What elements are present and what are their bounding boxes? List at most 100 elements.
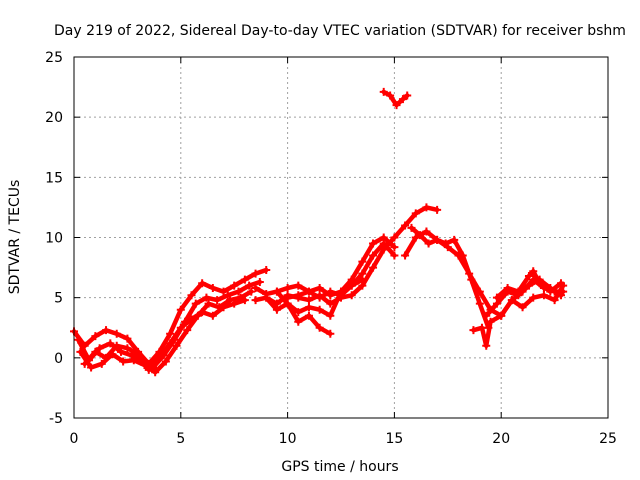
data-point xyxy=(119,357,128,366)
data-point xyxy=(80,359,89,368)
y-tick-label: 0 xyxy=(54,351,63,367)
data-point xyxy=(102,326,111,335)
data-point xyxy=(283,284,292,293)
x-tick-label: 20 xyxy=(492,431,510,447)
series-track-d xyxy=(82,297,248,373)
data-point xyxy=(245,281,254,290)
data-point xyxy=(272,287,281,296)
data-point xyxy=(379,87,388,96)
data-point xyxy=(176,323,185,332)
data-point xyxy=(172,341,181,350)
data-point xyxy=(112,341,121,350)
data-point xyxy=(230,299,239,308)
data-point xyxy=(251,296,260,305)
data-point xyxy=(116,347,125,356)
data-point xyxy=(91,332,100,341)
data-point xyxy=(219,303,228,312)
data-point xyxy=(411,209,420,218)
data-point xyxy=(492,293,501,302)
data-point xyxy=(535,279,544,288)
data-point xyxy=(497,311,506,320)
data-point xyxy=(524,272,533,281)
data-point xyxy=(176,305,185,314)
data-point xyxy=(469,326,478,335)
data-point xyxy=(219,287,228,296)
data-point xyxy=(411,233,420,242)
data-point xyxy=(91,347,100,356)
data-point xyxy=(347,291,356,300)
data-point xyxy=(550,296,559,305)
data-point xyxy=(102,353,111,362)
data-point xyxy=(304,311,313,320)
data-point xyxy=(304,303,313,312)
y-tick-label: -5 xyxy=(49,411,63,427)
data-point xyxy=(390,233,399,242)
x-axis-label: GPS time / hours xyxy=(281,459,398,475)
data-point xyxy=(486,317,495,326)
data-point xyxy=(539,291,548,300)
data-point xyxy=(97,359,106,368)
data-point xyxy=(529,267,538,276)
data-point xyxy=(390,243,399,252)
data-point xyxy=(529,293,538,302)
data-point xyxy=(557,291,566,300)
data-point xyxy=(407,223,416,232)
data-point xyxy=(465,269,474,278)
data-point xyxy=(401,221,410,230)
data-layer xyxy=(70,87,568,377)
data-point xyxy=(198,308,207,317)
data-point xyxy=(503,284,512,293)
data-point xyxy=(403,91,412,100)
data-point xyxy=(204,299,213,308)
data-point xyxy=(223,291,232,300)
data-point xyxy=(272,305,281,314)
data-point xyxy=(187,291,196,300)
data-point xyxy=(230,281,239,290)
data-point xyxy=(198,279,207,288)
axes: 0 5 10 15 20 25 -5 0 5 10 15 20 25 xyxy=(45,50,617,447)
data-point xyxy=(369,239,378,248)
data-point xyxy=(524,281,533,290)
data-point xyxy=(326,311,335,320)
data-point xyxy=(304,287,313,296)
y-tick-label: 20 xyxy=(45,110,63,126)
data-point xyxy=(507,296,516,305)
data-point xyxy=(251,284,260,293)
data-point xyxy=(95,344,104,353)
data-point xyxy=(294,281,303,290)
data-point xyxy=(208,284,217,293)
data-point xyxy=(477,323,486,332)
data-point xyxy=(392,101,401,110)
data-point xyxy=(443,243,452,252)
y-tick-label: 10 xyxy=(45,231,63,247)
data-point xyxy=(129,356,138,365)
data-point xyxy=(358,257,367,266)
data-point xyxy=(213,296,222,305)
data-point xyxy=(326,299,335,308)
data-point xyxy=(433,235,442,244)
data-point xyxy=(294,308,303,317)
x-tick-label: 25 xyxy=(599,431,617,447)
data-point xyxy=(514,287,523,296)
data-point xyxy=(166,329,175,338)
data-point xyxy=(379,239,388,248)
data-point xyxy=(202,293,211,302)
series-track-n xyxy=(483,277,564,318)
y-tick-label: 5 xyxy=(54,291,63,307)
data-point xyxy=(234,287,243,296)
data-point xyxy=(422,227,431,236)
data-point xyxy=(74,335,83,344)
data-point xyxy=(369,251,378,260)
data-point xyxy=(424,239,433,248)
data-point xyxy=(155,353,164,362)
data-point xyxy=(482,311,491,320)
data-point xyxy=(315,323,324,332)
x-tick-label: 0 xyxy=(70,431,79,447)
data-point xyxy=(422,203,431,212)
data-point xyxy=(87,363,96,372)
data-point xyxy=(123,344,132,353)
data-point xyxy=(294,291,303,300)
data-point xyxy=(358,269,367,278)
data-point xyxy=(304,296,313,305)
